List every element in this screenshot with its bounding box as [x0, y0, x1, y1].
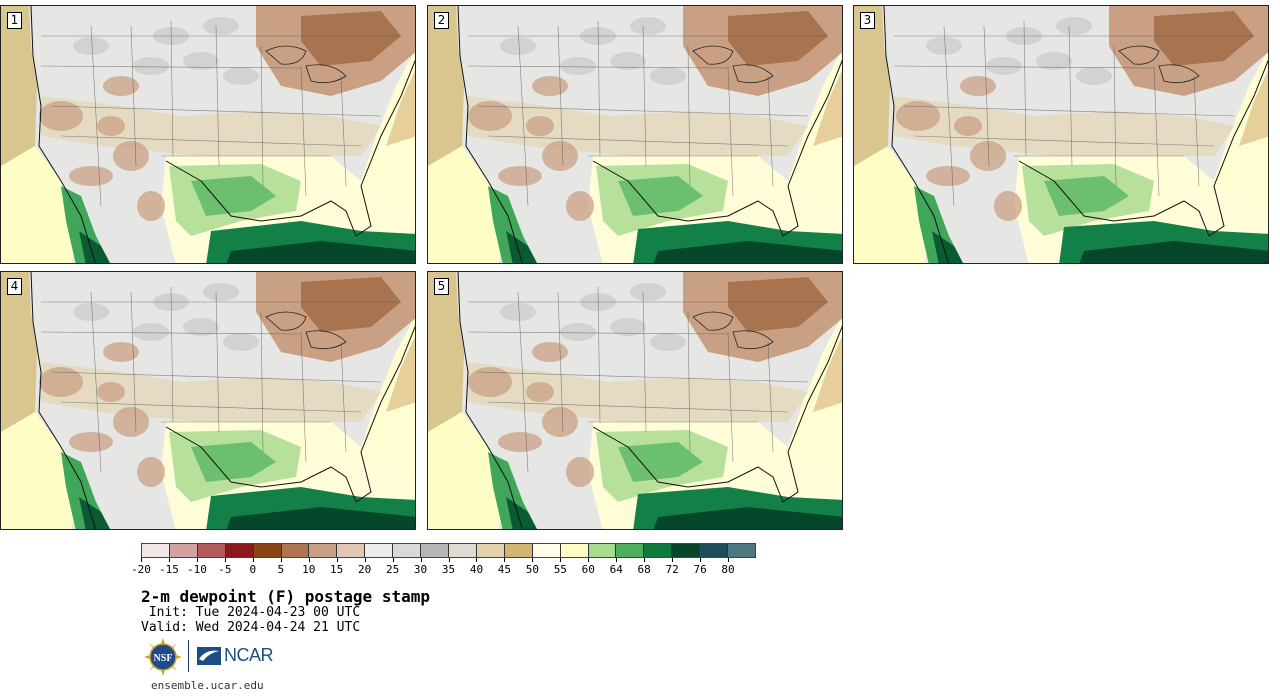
colorbar-tick-label: 35 [441, 563, 456, 576]
colorbar-swatch [225, 544, 254, 557]
colorbar-swatch [365, 544, 394, 557]
member-number-label: 1 [7, 12, 22, 29]
colorbar-tick [588, 558, 590, 562]
colorbar-tick-label: -15 [159, 563, 179, 576]
figure-title: 2-m dewpoint (F) postage stamp [141, 587, 430, 606]
colorbar-tick-label: -5 [218, 563, 232, 576]
ensemble-member-panel-2: 2 [427, 5, 843, 264]
colorbar-tick [448, 558, 450, 562]
colorbar-tick-labels: -20 -15 -10 -5 0 5 10 15 20 25 30 35 40 45 50 55 60 64 68 7… [131, 558, 756, 580]
colorbar-swatch [476, 544, 505, 557]
colorbar-tick-label: 60 [581, 563, 595, 576]
colorbar-tick [476, 558, 478, 562]
colorbar-tick-label: -20 [131, 563, 151, 576]
ncar-logo [197, 647, 221, 665]
colorbar-tick-label: 64 [609, 563, 623, 576]
colorbar-swatch [393, 544, 422, 557]
colorbar-tick-label: 10 [302, 563, 316, 576]
colorbar-swatch [142, 544, 170, 557]
dewpoint-map [854, 6, 1268, 263]
colorbar-tick-label: -10 [186, 563, 207, 576]
colorbar-tick [644, 558, 646, 562]
colorbar-tick [532, 558, 534, 562]
colorbar-tick-label: 5 [277, 563, 285, 576]
colorbar-tick [504, 558, 506, 562]
init-time: Init: Tue 2024-04-23 00 UTC [141, 605, 361, 620]
member-number-label: 5 [434, 278, 449, 295]
colorbar-tick [336, 558, 338, 562]
ensemble-member-panel-3: 3 [853, 5, 1269, 264]
colorbar-tick-label: 80 [721, 563, 735, 576]
ensemble-member-panel-1: 1 [0, 5, 416, 264]
colorbar-swatch [504, 544, 533, 557]
colorbar-swatch [448, 544, 477, 557]
dewpoint-map [428, 6, 842, 263]
colorbar-tick-label: 50 [525, 563, 539, 576]
nsf-logo: NSF [144, 638, 182, 676]
colorbar-tick-label: 0 [249, 563, 257, 576]
member-number-label: 3 [860, 12, 875, 29]
colorbar-tick-label: 15 [330, 563, 344, 576]
colorbar-tick [392, 558, 394, 562]
colorbar-tick [280, 558, 282, 562]
dewpoint-map [1, 6, 415, 263]
colorbar-tick-label: 25 [385, 563, 400, 576]
colorbar-tick [141, 558, 142, 562]
colorbar-tick [168, 558, 170, 562]
dewpoint-map [428, 272, 842, 529]
colorbar-tick-label: 40 [469, 563, 484, 576]
colorbar-swatch [616, 544, 645, 557]
colorbar-tick [420, 558, 422, 562]
dewpoint-map [1, 272, 415, 529]
member-number-label: 4 [7, 278, 22, 295]
colorbar-tick [616, 558, 618, 562]
colorbar-tick-label: 55 [553, 563, 567, 576]
colorbar-tick [308, 558, 310, 562]
colorbar-tick [728, 558, 730, 562]
colorbar-swatch [588, 544, 617, 557]
colorbar-tick-label: 68 [637, 563, 651, 576]
svg-text:NSF: NSF [154, 653, 173, 664]
colorbar-swatch [728, 544, 755, 557]
site-url: ensemble.ucar.edu [151, 679, 264, 692]
colorbar-swatch [560, 544, 589, 557]
ensemble-member-panel-4: 4 [0, 271, 416, 530]
colorbar-swatch [281, 544, 310, 557]
colorbar-tick-label: 30 [413, 563, 428, 576]
colorbar-swatch [700, 544, 729, 557]
colorbar-tick [224, 558, 226, 562]
colorbar-swatch [197, 544, 226, 557]
colorbar-swatch [644, 544, 673, 557]
colorbar-swatch [253, 544, 282, 557]
colorbar-tick [252, 558, 254, 562]
colorbar-tick [560, 558, 562, 562]
member-number-label: 2 [434, 12, 449, 29]
colorbar-tick [364, 558, 366, 562]
colorbar-swatch [169, 544, 198, 557]
colorbar-tick [672, 558, 674, 562]
colorbar-swatch [421, 544, 449, 557]
colorbar-tick-label: 72 [665, 563, 679, 576]
logo-divider [188, 640, 189, 672]
dewpoint-colorbar [141, 543, 756, 558]
valid-time: Valid: Wed 2024-04-24 21 UTC [141, 620, 361, 635]
colorbar-tick-label: 45 [497, 563, 512, 576]
ensemble-member-panel-5: 5 [427, 271, 843, 530]
colorbar-tick [700, 558, 702, 562]
colorbar-swatch [532, 544, 561, 557]
colorbar-swatch [309, 544, 338, 557]
colorbar-tick-label: 76 [693, 563, 707, 576]
colorbar-swatch [672, 544, 701, 557]
colorbar-tick-label: 20 [358, 563, 372, 576]
colorbar-swatch [337, 544, 366, 557]
ncar-logo-text: NCAR [224, 645, 274, 665]
colorbar-tick [196, 558, 198, 562]
